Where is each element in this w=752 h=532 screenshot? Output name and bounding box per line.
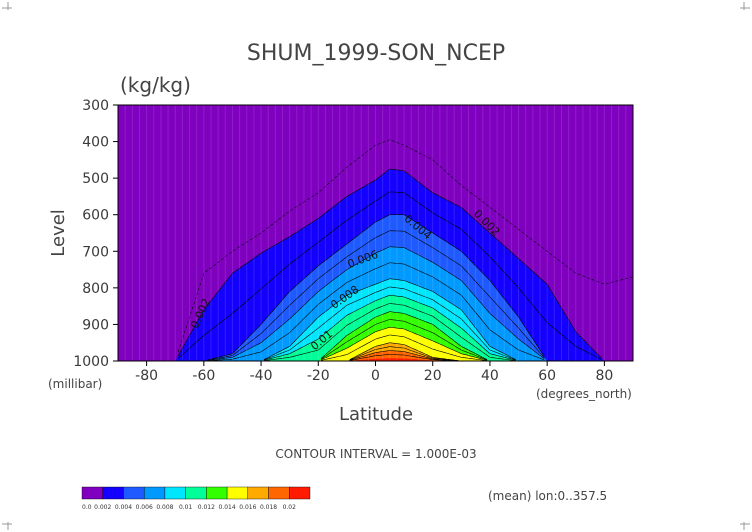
colorbar-label: 0.018 (260, 504, 277, 511)
contour-line (206, 214, 545, 361)
contour-line (263, 278, 516, 360)
colorbar-label: 0.006 (136, 504, 153, 511)
colorbar-swatch (247, 486, 269, 500)
contour-line (206, 230, 545, 361)
colorbar-label: 0.01 (179, 504, 193, 511)
x-tick-label: -40 (250, 368, 273, 384)
contour-line (349, 346, 459, 361)
x-tick-label: 20 (424, 368, 442, 384)
y-tick-label: 900 (82, 317, 109, 333)
colorbar-swatch (185, 486, 207, 500)
contour-line (209, 262, 545, 361)
contour-line (263, 294, 516, 361)
y-tick-label: 300 (82, 98, 109, 114)
contour-line (321, 334, 488, 361)
y-unit-label: (millibar) (48, 377, 102, 391)
colorbar-label: 0.02 (283, 504, 297, 511)
colorbar-label: 0.008 (156, 504, 173, 511)
level-fill-8 (118, 342, 633, 361)
contour-line (263, 303, 516, 361)
contour-line (349, 350, 459, 361)
y-tick-label: 600 (82, 208, 109, 224)
y-tick-label: 400 (82, 135, 109, 151)
colorbar-label: 0.016 (239, 504, 256, 511)
y-axis: 300 400 500 600 700 800 900 1000 (73, 98, 118, 370)
contour-line (349, 342, 459, 361)
colorbar-label: 0.004 (115, 504, 132, 511)
chart-title: SHUM_1999-SON_NCEP (247, 41, 505, 66)
level-fill-7 (118, 327, 633, 361)
contour-line (177, 191, 602, 360)
contour-line (177, 168, 602, 359)
level-fill-10 (118, 358, 633, 361)
colorbar: 0.0 0.002 0.004 0.006 0.008 0.01 0.012 0.014 0.0… (81, 486, 311, 511)
x-tick-label: 80 (595, 368, 613, 384)
y-tick-label: 1000 (73, 354, 109, 370)
x-tick-label: -60 (192, 368, 215, 384)
y-tick-label: 700 (82, 244, 109, 260)
contour-line (263, 286, 516, 361)
contour-interval-text: CONTOUR INTERVAL = 1.000E-03 (275, 447, 476, 461)
y-axis-title: Level (48, 209, 69, 257)
x-tick-label: 0 (371, 368, 380, 384)
colorbar-swatch (164, 486, 186, 500)
colorbar-swatch (206, 486, 228, 500)
x-tick-label: -80 (135, 368, 158, 384)
contour-line (320, 311, 488, 360)
colorbar-label: 0.002 (94, 504, 111, 511)
mean-text: (mean) lon:0..357.5 (488, 489, 607, 503)
x-tick-label: 60 (538, 368, 556, 384)
contour-line (320, 326, 488, 361)
x-tick-label: 40 (481, 368, 499, 384)
y-tick-label: 500 (82, 171, 109, 187)
colorbar-swatch (226, 486, 249, 500)
colorbar-swatch (268, 486, 290, 500)
y-tick-label: 800 (82, 281, 109, 297)
colorbar-swatch (143, 486, 166, 500)
x-axis: -80 -60 -40 -20 0 20 40 60 80 (135, 361, 613, 384)
colorbar-label: 0.0 (82, 504, 92, 511)
x-tick-label: -20 (307, 368, 330, 384)
x-axis-title: Latitude (339, 404, 413, 425)
contour-line (206, 246, 545, 361)
colorbar-swatch (102, 486, 124, 500)
contour-line (320, 319, 488, 361)
x-unit-label: (degrees_north) (536, 387, 632, 401)
colorbar-label: 0.014 (218, 504, 235, 511)
colorbar-swatch (81, 486, 103, 500)
colorbar-label: 0.012 (198, 504, 215, 511)
contour-line (349, 354, 456, 361)
units-label: (kg/kg) (120, 73, 191, 97)
colorbar-swatch (289, 486, 311, 500)
colorbar-swatch (123, 486, 145, 500)
